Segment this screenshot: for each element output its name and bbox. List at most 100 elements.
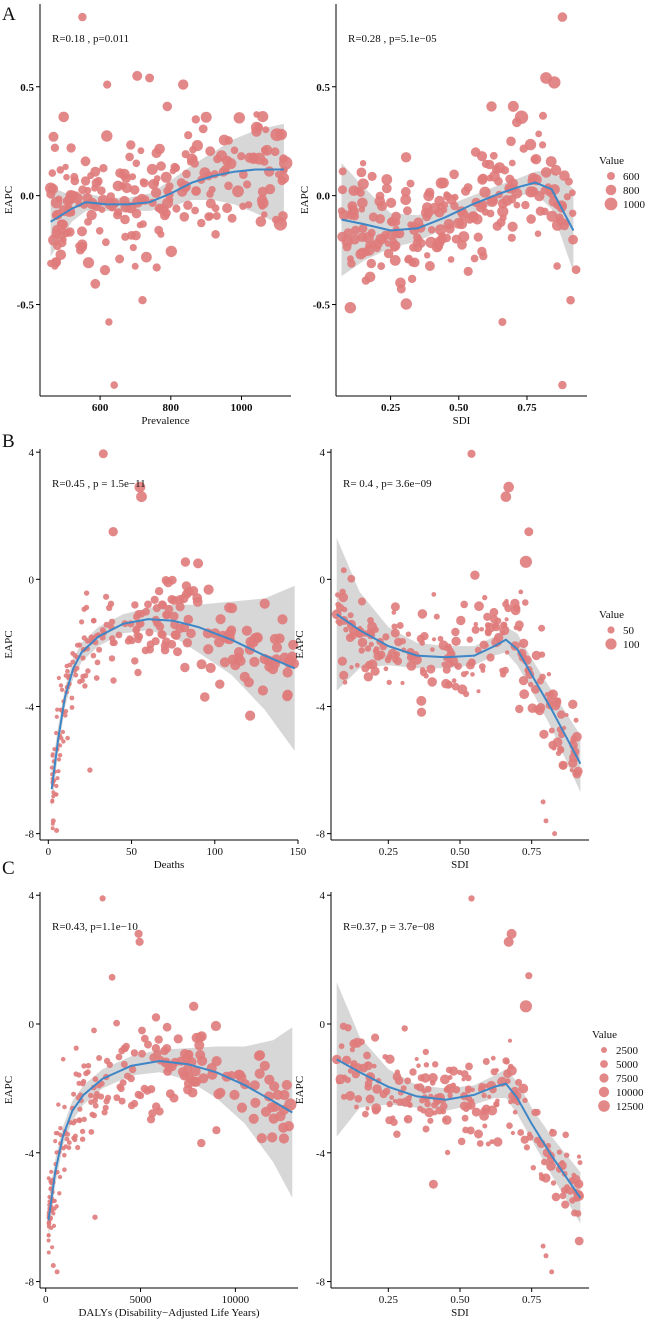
data-point <box>210 1020 221 1032</box>
data-point <box>256 1133 267 1144</box>
data-point <box>486 209 495 218</box>
data-point-outlier <box>138 296 147 305</box>
data-point <box>540 167 552 178</box>
data-point-outlier <box>135 937 144 947</box>
data-point <box>563 193 571 201</box>
data-point <box>94 1090 100 1097</box>
x-tick-label: 600 <box>92 402 109 414</box>
data-point <box>358 206 366 213</box>
data-point <box>134 1090 143 1099</box>
data-point <box>55 776 60 781</box>
data-point <box>569 768 574 773</box>
data-point <box>523 1144 531 1151</box>
data-point <box>94 176 103 186</box>
data-point <box>164 1063 174 1073</box>
data-point <box>98 206 106 214</box>
data-point <box>86 209 97 221</box>
x-tick-label: 0.50 <box>450 1294 470 1306</box>
data-point <box>535 206 546 216</box>
data-point-outlier <box>162 101 173 112</box>
data-point <box>132 159 141 168</box>
y-tick-label: 0 <box>29 574 35 586</box>
data-point <box>384 656 392 664</box>
data-point <box>132 196 143 208</box>
data-point <box>354 662 360 668</box>
data-point <box>180 557 191 567</box>
data-point <box>156 161 166 171</box>
data-point <box>400 1085 407 1092</box>
data-point <box>480 668 486 673</box>
correlation-annotation: R=0.28 , p=5.1e−05 <box>348 33 437 45</box>
y-tick-label: 4 <box>320 890 326 902</box>
data-point <box>506 136 516 147</box>
data-point-outlier <box>54 1269 60 1275</box>
data-point <box>476 1140 484 1147</box>
data-point <box>57 1174 63 1180</box>
data-point <box>224 602 235 613</box>
x-axis-label: SDI <box>453 415 471 427</box>
data-point <box>476 689 481 694</box>
data-point <box>277 176 287 186</box>
data-point <box>83 604 90 611</box>
y-tick-label: -8 <box>316 829 326 841</box>
data-point <box>489 1139 495 1145</box>
data-point <box>396 284 406 294</box>
data-point <box>79 1136 86 1142</box>
data-point <box>479 186 491 198</box>
data-point <box>502 1057 510 1065</box>
data-point <box>48 131 59 142</box>
data-point <box>133 613 141 621</box>
data-point <box>519 689 530 700</box>
data-point <box>254 1068 265 1079</box>
data-point <box>277 614 288 625</box>
y-tick-label: 0.0 <box>316 191 330 203</box>
data-point <box>433 613 440 620</box>
data-point <box>170 162 180 172</box>
data-point-outlier <box>200 692 210 702</box>
data-point <box>391 623 398 630</box>
data-point <box>470 672 475 677</box>
data-point <box>474 601 484 612</box>
data-point <box>482 594 488 601</box>
data-point <box>449 1066 459 1076</box>
data-point <box>211 230 220 239</box>
data-point <box>113 1094 121 1102</box>
data-point <box>354 1104 359 1110</box>
legend-c: Value 2500 5000 7500 10000 12500 <box>592 1029 644 1113</box>
data-point <box>229 1089 240 1100</box>
data-point-outlier <box>215 679 225 689</box>
data-point <box>358 1038 365 1046</box>
data-point <box>548 689 558 700</box>
data-point <box>522 599 529 606</box>
data-point <box>356 167 367 178</box>
data-point <box>94 659 101 666</box>
data-point <box>447 256 455 263</box>
data-point <box>492 221 502 231</box>
data-point-outlier <box>558 380 567 390</box>
data-point <box>120 1060 128 1068</box>
data-point <box>173 1034 183 1044</box>
data-point <box>548 740 558 750</box>
x-tick-label: 0.25 <box>379 1294 399 1306</box>
data-point <box>507 1038 513 1043</box>
data-point <box>546 210 558 222</box>
data-point <box>115 1053 123 1061</box>
data-point <box>76 1117 82 1123</box>
smooth-fit-line <box>336 613 582 765</box>
data-point <box>81 1063 87 1069</box>
x-tick-label: 5000 <box>130 1294 153 1306</box>
data-point <box>54 1150 59 1155</box>
data-point <box>95 227 104 235</box>
data-point <box>482 1058 490 1065</box>
data-point <box>381 174 393 185</box>
data-point <box>64 1136 70 1142</box>
data-point <box>108 204 116 212</box>
data-point <box>171 631 181 640</box>
data-point <box>113 1019 120 1027</box>
data-point <box>501 666 509 675</box>
data-point <box>471 1107 481 1117</box>
data-point <box>74 665 80 671</box>
data-point <box>414 1057 419 1061</box>
data-point <box>568 758 578 768</box>
y-tick-label: 0 <box>29 1019 35 1031</box>
